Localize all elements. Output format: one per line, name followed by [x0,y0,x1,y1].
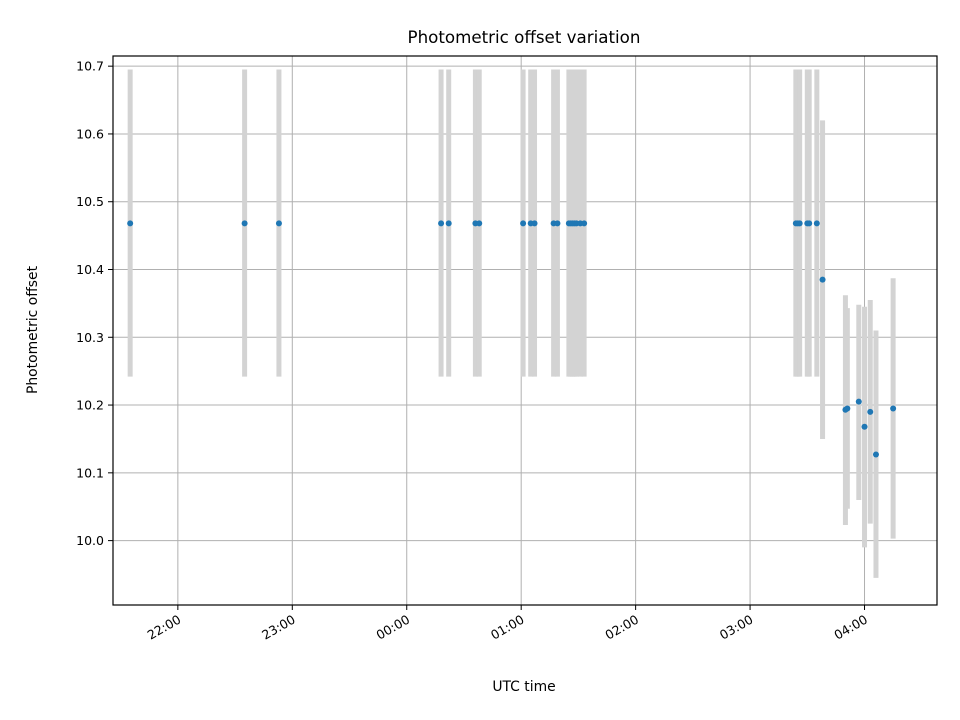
data-point [867,408,874,415]
data-point [438,220,445,227]
x-axis-label: UTC time [492,679,555,695]
data-point [872,451,879,458]
chart-title: Photometric offset variation [408,27,641,47]
y-tick-label: 10.0 [76,533,104,548]
y-tick-label: 10.2 [76,398,104,413]
data-point [531,220,538,227]
data-point [445,220,452,227]
data-point [796,220,803,227]
y-tick-label: 10.1 [76,465,104,480]
data-point [855,398,862,405]
y-axis: 10.0 10.1 10.2 10.3 10.4 10.5 10.6 10.7 [76,59,113,548]
data-point [127,220,134,227]
markers [127,220,897,458]
data-point [275,220,282,227]
data-point [476,220,483,227]
plot-frame [112,55,938,606]
data-point [819,276,826,283]
y-tick-label: 10.7 [76,59,104,74]
data-point [806,220,813,227]
y-axis-label: Photometric offset [25,265,41,394]
y-tick-label: 10.3 [76,330,104,345]
y-tick-label: 10.5 [76,194,104,209]
data-point [813,220,820,227]
data-point [861,423,868,430]
data-point [890,405,897,412]
y-tick-label: 10.6 [76,126,104,141]
data-point [581,220,588,227]
data-point [520,220,527,227]
data-point [844,405,851,412]
y-tick-label: 10.4 [76,262,104,277]
data-point [241,220,248,227]
data-point [554,220,561,227]
